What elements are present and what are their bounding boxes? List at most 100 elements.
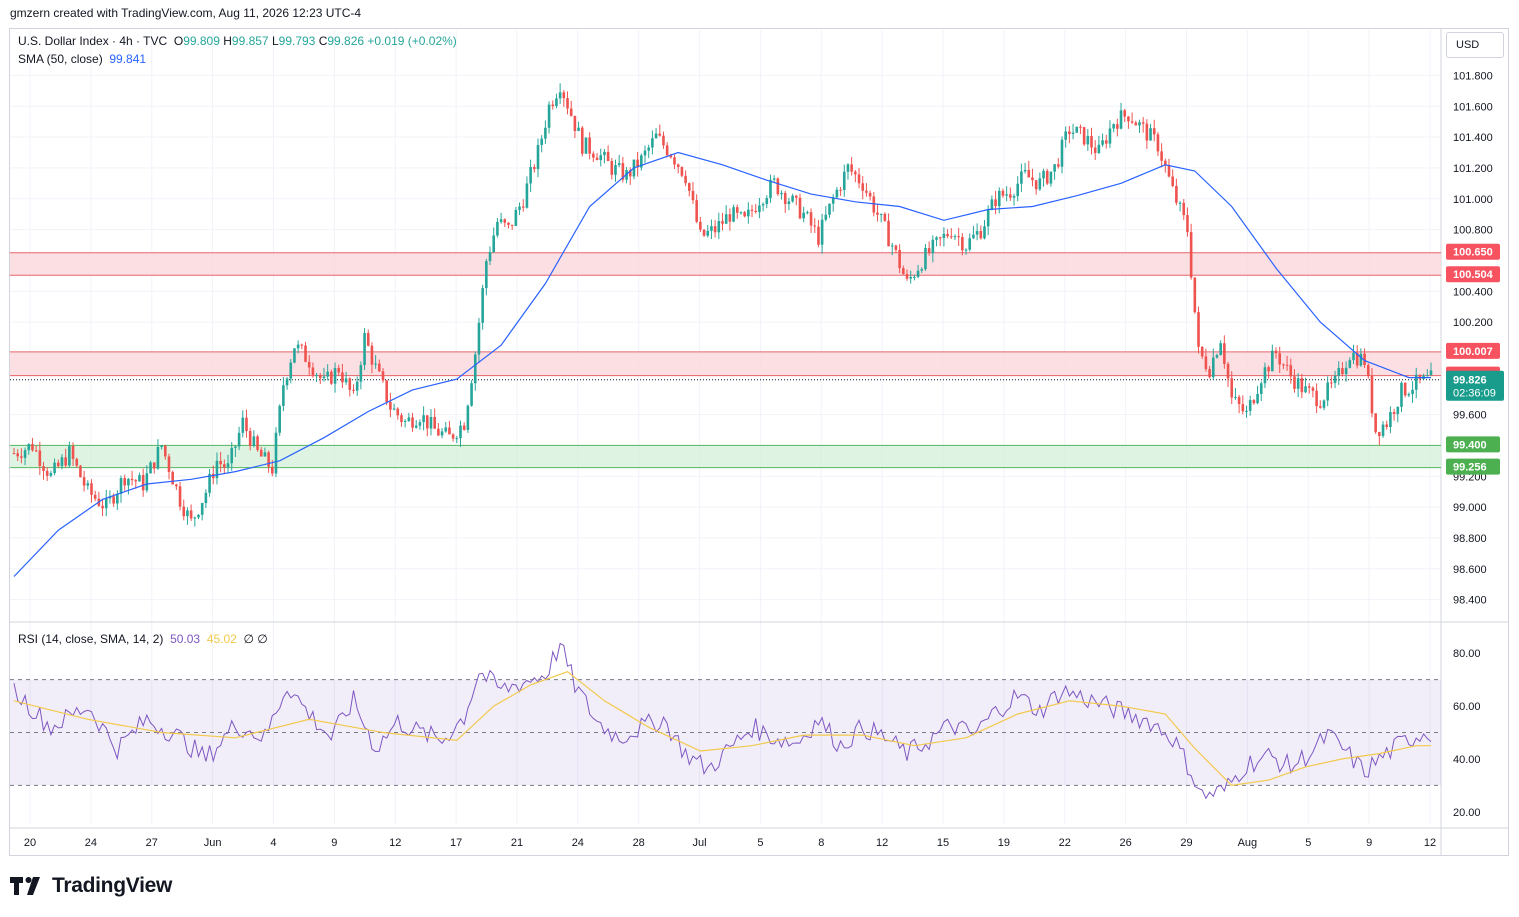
- candle-down[interactable]: [872, 196, 876, 213]
- candle-down[interactable]: [1418, 374, 1422, 379]
- candle-down[interactable]: [425, 415, 429, 429]
- candle-up[interactable]: [1071, 132, 1075, 134]
- candle-down[interactable]: [1230, 378, 1234, 398]
- candle-up[interactable]: [1086, 135, 1090, 145]
- candle-up[interactable]: [1042, 170, 1045, 179]
- candle-up[interactable]: [529, 167, 532, 184]
- candle-up[interactable]: [440, 431, 444, 436]
- candle-up[interactable]: [293, 348, 296, 363]
- candle-down[interactable]: [927, 248, 931, 254]
- candle-down[interactable]: [850, 164, 853, 172]
- candle-up[interactable]: [363, 333, 366, 366]
- candle-down[interactable]: [1208, 369, 1211, 378]
- candle-up[interactable]: [747, 209, 750, 217]
- candle-up[interactable]: [1256, 393, 1259, 404]
- candle-down[interactable]: [348, 378, 352, 390]
- candle-down[interactable]: [994, 199, 997, 207]
- candle-up[interactable]: [145, 473, 149, 491]
- candle-up[interactable]: [599, 155, 603, 161]
- candle-down[interactable]: [876, 212, 879, 215]
- candle-up[interactable]: [1426, 375, 1429, 377]
- candle-up[interactable]: [86, 483, 90, 486]
- candle-down[interactable]: [743, 212, 746, 217]
- candle-up[interactable]: [835, 189, 839, 198]
- candle-down[interactable]: [610, 160, 614, 175]
- candle-up[interactable]: [1259, 383, 1263, 394]
- candle-down[interactable]: [259, 449, 263, 457]
- candle-up[interactable]: [1326, 382, 1329, 401]
- candle-down[interactable]: [1311, 387, 1315, 391]
- candle-down[interactable]: [330, 371, 333, 384]
- candle-down[interactable]: [687, 183, 691, 191]
- candle-down[interactable]: [1307, 386, 1311, 388]
- candle-up[interactable]: [459, 425, 462, 439]
- candle-up[interactable]: [193, 517, 197, 519]
- candle-down[interactable]: [411, 417, 414, 428]
- candle-down[interactable]: [673, 157, 676, 165]
- candle-down[interactable]: [883, 213, 887, 221]
- candle-down[interactable]: [1164, 160, 1167, 166]
- candle-up[interactable]: [344, 378, 348, 383]
- candle-down[interactable]: [1045, 170, 1049, 184]
- candle-down[interactable]: [1274, 350, 1278, 354]
- candle-up[interactable]: [769, 179, 772, 199]
- candle-up[interactable]: [824, 214, 828, 220]
- candle-down[interactable]: [1093, 147, 1097, 154]
- candle-up[interactable]: [942, 233, 946, 238]
- candle-down[interactable]: [378, 363, 381, 372]
- candle-down[interactable]: [1370, 376, 1374, 414]
- candle-down[interactable]: [1289, 365, 1293, 377]
- candle-down[interactable]: [569, 108, 573, 116]
- candle-down[interactable]: [695, 200, 698, 222]
- candle-down[interactable]: [1226, 363, 1230, 379]
- candle-up[interactable]: [975, 231, 979, 235]
- candle-up[interactable]: [138, 475, 141, 482]
- candle-up[interactable]: [525, 183, 529, 208]
- candle-down[interactable]: [56, 462, 60, 467]
- candle-up[interactable]: [1234, 396, 1237, 398]
- candle-down[interactable]: [271, 466, 274, 474]
- candle-down[interactable]: [134, 480, 138, 482]
- candle-up[interactable]: [1020, 171, 1023, 184]
- candle-up[interactable]: [499, 219, 503, 222]
- candle-down[interactable]: [865, 190, 868, 193]
- candle-down[interactable]: [957, 236, 960, 238]
- candle-down[interactable]: [946, 233, 949, 237]
- candle-down[interactable]: [776, 178, 780, 195]
- candle-up[interactable]: [1333, 375, 1337, 384]
- candle-up[interactable]: [1012, 196, 1016, 198]
- candle-up[interactable]: [518, 206, 521, 211]
- candle-up[interactable]: [127, 478, 130, 486]
- candle-up[interactable]: [1138, 122, 1141, 126]
- candle-down[interactable]: [42, 466, 45, 471]
- candle-down[interactable]: [691, 190, 695, 201]
- candle-up[interactable]: [315, 375, 318, 377]
- candle-down[interactable]: [370, 345, 374, 365]
- candle-down[interactable]: [1090, 135, 1093, 148]
- candle-down[interactable]: [1141, 122, 1145, 124]
- candle-up[interactable]: [820, 219, 824, 245]
- candle-up[interactable]: [614, 165, 617, 175]
- candle-down[interactable]: [713, 226, 717, 233]
- candle-down[interactable]: [798, 197, 802, 219]
- candle-up[interactable]: [477, 322, 481, 355]
- candle-down[interactable]: [1200, 346, 1204, 357]
- candle-down[interactable]: [676, 164, 680, 168]
- candle-up[interactable]: [924, 248, 927, 270]
- candle-up[interactable]: [455, 438, 459, 440]
- candle-down[interactable]: [551, 104, 555, 107]
- candle-down[interactable]: [1082, 127, 1086, 145]
- candle-up[interactable]: [208, 473, 211, 493]
- candle-up[interactable]: [1411, 389, 1414, 395]
- candle-up[interactable]: [972, 234, 975, 239]
- candle-up[interactable]: [706, 230, 710, 236]
- candle-up[interactable]: [986, 209, 990, 227]
- candle-down[interactable]: [1355, 352, 1359, 366]
- candle-down[interactable]: [1204, 356, 1208, 370]
- candle-down[interactable]: [887, 220, 890, 247]
- candle-up[interactable]: [116, 493, 119, 504]
- candle-up[interactable]: [374, 363, 377, 365]
- candle-down[interactable]: [868, 192, 872, 197]
- candle-down[interactable]: [533, 167, 536, 170]
